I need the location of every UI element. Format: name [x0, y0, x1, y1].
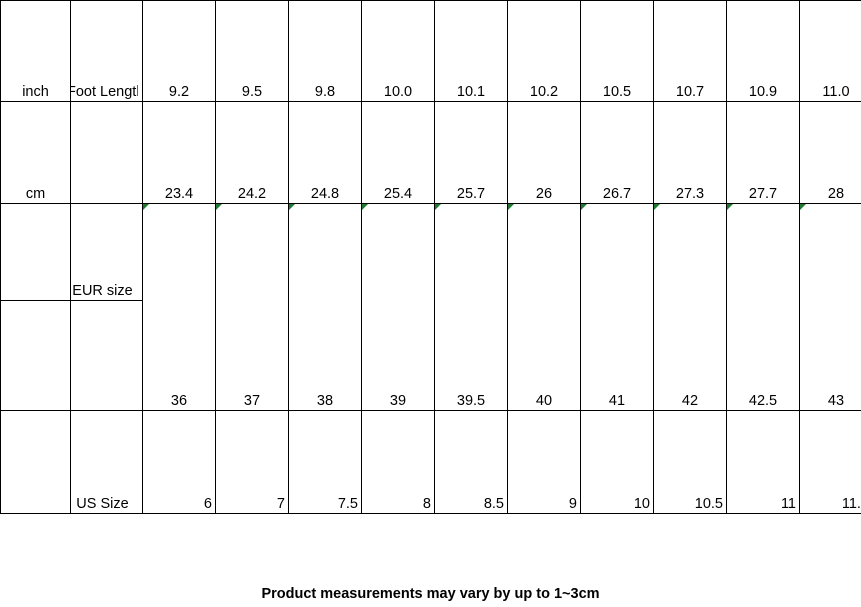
row-unit-blank-us — [0, 410, 71, 514]
cell-eur-3: 38 — [288, 203, 362, 411]
cell-inch-6: 10.2 — [507, 0, 581, 102]
cell-comment-marker-icon — [362, 204, 368, 210]
table-row: inch Foot Length 9.2 9.5 9.8 10.0 10.1 1… — [0, 0, 861, 102]
cell-us-9: 11 — [726, 410, 800, 514]
measurement-disclaimer: Product measurements may vary by up to 1… — [261, 586, 600, 602]
cell-eur-9: 42.5 — [726, 203, 800, 411]
row-measure-label: US Size — [76, 496, 129, 513]
cell-comment-marker-icon — [435, 204, 441, 210]
cell-eur-3-value: 38 — [316, 393, 334, 410]
cell-eur-10-value: 43 — [827, 393, 845, 410]
cell-cm-8: 27.3 — [653, 101, 727, 204]
cell-us-6: 9 — [507, 410, 581, 514]
cell-eur-4: 39 — [361, 203, 435, 411]
cell-eur-7-value: 41 — [608, 393, 626, 410]
cell-comment-marker-icon — [800, 204, 806, 210]
cell-eur-10: 43 — [799, 203, 861, 411]
cell-eur-6-value: 40 — [535, 393, 553, 410]
cell-us-2: 7 — [215, 410, 289, 514]
row-measure-eur-size: EUR size — [70, 203, 143, 301]
cell-comment-marker-icon — [216, 204, 222, 210]
cell-us-7: 10 — [580, 410, 654, 514]
cell-comment-marker-icon — [654, 204, 660, 210]
table-row: US Size 6 7 7.5 8 8.5 9 10 10.5 11 11.5 — [0, 410, 861, 514]
cell-cm-4: 25.4 — [361, 101, 435, 204]
cell-cm-3: 24.8 — [288, 101, 362, 204]
cell-inch-4: 10.0 — [361, 0, 435, 102]
cell-comment-marker-icon — [727, 204, 733, 210]
cell-comment-marker-icon — [508, 204, 514, 210]
cell-cm-10: 28 — [799, 101, 861, 204]
cell-cm-5: 25.7 — [434, 101, 508, 204]
cell-cm-7: 26.7 — [580, 101, 654, 204]
row-unit-blank-eur-a — [0, 203, 71, 301]
cell-comment-marker-icon — [143, 204, 149, 210]
cell-inch-1: 9.2 — [142, 0, 216, 102]
row-measure-label: EUR size — [72, 283, 133, 300]
cell-us-3: 7.5 — [288, 410, 362, 514]
cell-inch-7: 10.5 — [580, 0, 654, 102]
cell-comment-marker-icon — [289, 204, 295, 210]
cell-cm-1: 23.4 — [142, 101, 216, 204]
row-measure-blank-eur-b — [70, 300, 143, 411]
cell-eur-6: 40 — [507, 203, 581, 411]
row-unit-blank-eur-b — [0, 300, 71, 411]
cell-cm-9: 27.7 — [726, 101, 800, 204]
cell-eur-7: 41 — [580, 203, 654, 411]
row-measure-foot-length: Foot Length — [70, 0, 143, 102]
cell-us-5: 8.5 — [434, 410, 508, 514]
size-chart-table: inch Foot Length 9.2 9.5 9.8 10.0 10.1 1… — [0, 0, 861, 514]
cell-inch-3: 9.8 — [288, 0, 362, 102]
cell-us-10: 11.5 — [799, 410, 861, 514]
cell-eur-2-value: 37 — [243, 393, 261, 410]
cell-eur-2: 37 — [215, 203, 289, 411]
cell-eur-1: 36 — [142, 203, 216, 411]
cell-cm-6: 26 — [507, 101, 581, 204]
row-measure-blank-cm — [70, 101, 143, 204]
cell-eur-8-value: 42 — [681, 393, 699, 410]
cell-inch-5: 10.1 — [434, 0, 508, 102]
cell-eur-1-value: 36 — [170, 393, 188, 410]
row-measure-label: Foot Length — [72, 84, 139, 101]
table-row: EUR size 36 37 38 39 39.5 40 41 42 42.5 … — [0, 203, 861, 411]
row-unit-label: inch — [22, 84, 49, 101]
cell-comment-marker-icon — [581, 204, 587, 210]
row-measure-us-size: US Size — [70, 410, 143, 514]
cell-eur-5: 39.5 — [434, 203, 508, 411]
cell-eur-5-value: 39.5 — [456, 393, 486, 410]
cell-eur-8: 42 — [653, 203, 727, 411]
cell-cm-2: 24.2 — [215, 101, 289, 204]
cell-inch-10: 11.0 — [799, 0, 861, 102]
cell-eur-9-value: 42.5 — [748, 393, 778, 410]
cell-us-4: 8 — [361, 410, 435, 514]
cell-inch-8: 10.7 — [653, 0, 727, 102]
row-unit-inch: inch — [0, 0, 71, 102]
shoe-size-chart: inch Foot Length 9.2 9.5 9.8 10.0 10.1 1… — [0, 0, 861, 514]
table-row: cm 23.4 24.2 24.8 25.4 25.7 26 26.7 27.3… — [0, 101, 861, 204]
cell-inch-9: 10.9 — [726, 0, 800, 102]
cell-us-1: 6 — [142, 410, 216, 514]
cell-inch-2: 9.5 — [215, 0, 289, 102]
row-unit-label: cm — [25, 186, 46, 203]
row-unit-cm: cm — [0, 101, 71, 204]
cell-eur-4-value: 39 — [389, 393, 407, 410]
cell-us-8: 10.5 — [653, 410, 727, 514]
